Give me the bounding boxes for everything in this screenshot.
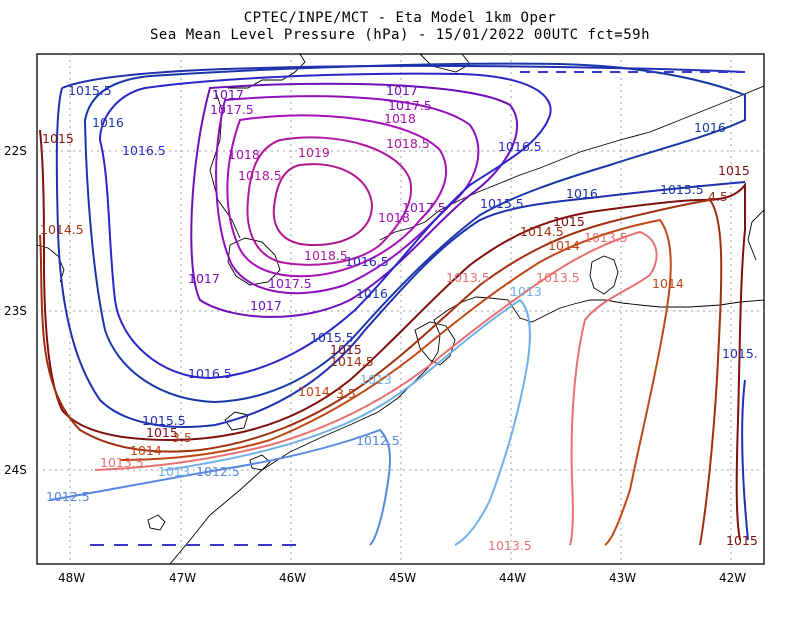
contour-label: 1014 xyxy=(298,384,330,399)
contour-label: 1013 xyxy=(510,284,542,299)
contour-label: 1014 xyxy=(548,238,580,253)
contour-label: 1016 xyxy=(566,186,598,201)
x-tick-label: 46W xyxy=(279,571,306,585)
contour-label: 1016.5 xyxy=(122,143,166,158)
axis-ticks: 48W 47W 46W 45W 44W 43W 42W 22S 23S 24S xyxy=(4,144,746,585)
x-tick-label: 45W xyxy=(389,571,416,585)
contour-label: 1016 xyxy=(694,120,726,135)
contour-label: 1012.5 xyxy=(356,433,400,448)
contour-label: 3.5 xyxy=(172,430,192,445)
x-tick-label: 42W xyxy=(719,571,746,585)
contour-label: 1017.5 xyxy=(210,102,254,117)
contour-label: 1015 xyxy=(146,425,178,440)
contour-label: 1018.5 xyxy=(304,248,348,263)
contour-label: 1015 xyxy=(718,163,750,178)
contour-label: 1017.5 xyxy=(268,276,312,291)
contour-label: 1013.5 xyxy=(446,270,490,285)
contour-label: 1017 xyxy=(188,271,220,286)
contour-label: 1016.5 xyxy=(188,366,232,381)
contour-label: 1017.5 xyxy=(388,98,432,113)
contour-label: 1014 xyxy=(130,443,162,458)
contour-label: 1015. xyxy=(722,346,758,361)
pressure-contours xyxy=(39,62,749,546)
contour-label: 1015.5 xyxy=(660,182,704,197)
contour-label: 1017 xyxy=(250,298,282,313)
contour-label: 1018 xyxy=(228,147,260,162)
contour-label: 1014.5 xyxy=(520,224,564,239)
contour-label: 1015.5 xyxy=(142,413,186,428)
contour-label: 1015 xyxy=(42,131,74,146)
contour-label: 1013.5 xyxy=(536,270,580,285)
y-tick-label: 23S xyxy=(4,304,27,318)
y-tick-label: 24S xyxy=(4,463,27,477)
contour-label: 1018 xyxy=(384,111,416,126)
x-tick-label: 44W xyxy=(499,571,526,585)
contour-label: 1019 xyxy=(298,145,330,160)
x-tick-label: 48W xyxy=(58,571,85,585)
contour-label: 1013 xyxy=(360,372,392,387)
contour-label: 1015 xyxy=(330,342,362,357)
contour-label: 4.5 xyxy=(708,189,728,204)
contour-label: 1014.5 xyxy=(330,354,374,369)
contour-label: 1016 xyxy=(92,115,124,130)
x-tick-label: 43W xyxy=(609,571,636,585)
contour-label: 1012.5 xyxy=(46,489,90,504)
contour-label: 1015 xyxy=(726,533,758,548)
contour-label: 1017.5 xyxy=(402,200,446,215)
contour-label: 1016.5 xyxy=(345,254,389,269)
contour-labels: 1015.5 1016 1016.5 1017 1017.5 1018 1018… xyxy=(40,83,758,553)
contour-label: 1013.5 xyxy=(488,538,532,553)
chart-title-line-2: Sea Mean Level Pressure (hPa) - 15/01/20… xyxy=(149,27,650,43)
contour-label: 1015.5 xyxy=(480,196,524,211)
contour-label: 1015 xyxy=(553,214,585,229)
contour-label: 1014.5 xyxy=(40,222,84,237)
contour-label: 1013.5 xyxy=(100,455,144,470)
contour-label: 1013 xyxy=(158,464,190,479)
contour-label: 1015.5 xyxy=(310,330,354,345)
contour-label: 1012.5 xyxy=(196,464,240,479)
contour-label: 1018.5 xyxy=(386,136,430,151)
contour-label: 1013.5 xyxy=(584,230,628,245)
contour-label: 3.5 xyxy=(336,386,356,401)
contour-label: 1015.5 xyxy=(68,83,112,98)
x-tick-label: 47W xyxy=(169,571,196,585)
chart-title-line-1: CPTEC/INPE/MCT - Eta Model 1km Oper xyxy=(243,10,557,26)
contour-label: 1016 xyxy=(356,286,388,301)
contour-label: 1018 xyxy=(378,210,410,225)
contour-label: 1016.5 xyxy=(498,139,542,154)
contour-label: 1014 xyxy=(652,276,684,291)
contour-label: 1017 xyxy=(386,83,418,98)
contour-label: 1017 xyxy=(212,87,244,102)
contour-label: 1018.5 xyxy=(238,168,282,183)
coastline xyxy=(36,53,765,565)
y-tick-label: 22S xyxy=(4,144,27,158)
